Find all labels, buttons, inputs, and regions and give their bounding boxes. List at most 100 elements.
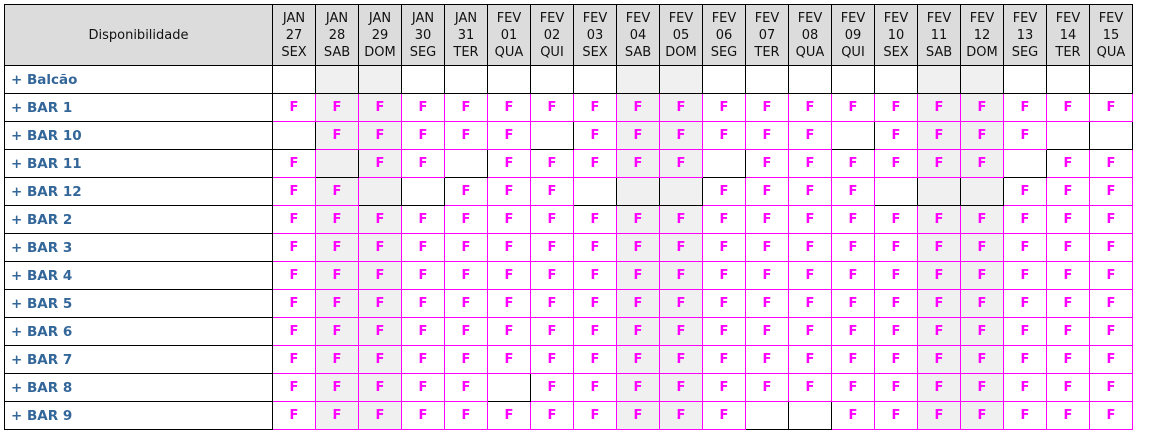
availability-cell[interactable]: [530, 65, 574, 94]
availability-cell[interactable]: F: [659, 149, 703, 178]
availability-cell[interactable]: F: [874, 373, 918, 402]
availability-cell[interactable]: F: [917, 205, 961, 234]
availability-cell[interactable]: F: [1003, 289, 1047, 318]
availability-cell[interactable]: F: [530, 289, 574, 318]
availability-cell[interactable]: F: [444, 317, 488, 346]
availability-cell[interactable]: F: [874, 233, 918, 262]
row-expand-link[interactable]: + BAR 3: [4, 233, 273, 262]
row-expand-link[interactable]: + BAR 12: [4, 177, 273, 206]
availability-cell[interactable]: [831, 65, 875, 94]
availability-cell[interactable]: F: [659, 205, 703, 234]
availability-cell[interactable]: F: [358, 93, 402, 122]
availability-cell[interactable]: F: [616, 121, 660, 150]
availability-cell[interactable]: F: [358, 233, 402, 262]
availability-cell[interactable]: F: [1089, 289, 1133, 318]
availability-cell[interactable]: F: [702, 401, 746, 430]
availability-cell[interactable]: F: [530, 205, 574, 234]
availability-cell[interactable]: F: [745, 373, 789, 402]
availability-cell[interactable]: F: [831, 177, 875, 206]
availability-cell[interactable]: F: [487, 149, 531, 178]
availability-cell[interactable]: F: [573, 317, 617, 346]
availability-cell[interactable]: F: [616, 401, 660, 430]
row-expand-link[interactable]: + BAR 2: [4, 205, 273, 234]
availability-cell[interactable]: F: [358, 317, 402, 346]
availability-cell[interactable]: F: [530, 317, 574, 346]
availability-cell[interactable]: F: [917, 121, 961, 150]
availability-cell[interactable]: [1046, 121, 1090, 150]
availability-cell[interactable]: F: [315, 121, 359, 150]
availability-cell[interactable]: F: [745, 233, 789, 262]
availability-cell[interactable]: F: [272, 401, 316, 430]
availability-cell[interactable]: F: [1003, 345, 1047, 374]
availability-cell[interactable]: [745, 65, 789, 94]
availability-cell[interactable]: F: [659, 373, 703, 402]
row-expand-link[interactable]: + BAR 9: [4, 401, 273, 430]
availability-cell[interactable]: [616, 65, 660, 94]
availability-cell[interactable]: F: [788, 345, 832, 374]
availability-cell[interactable]: F: [831, 205, 875, 234]
availability-cell[interactable]: F: [788, 317, 832, 346]
availability-cell[interactable]: F: [702, 233, 746, 262]
availability-cell[interactable]: F: [1046, 93, 1090, 122]
availability-cell[interactable]: F: [573, 93, 617, 122]
row-expand-link[interactable]: + Balcão: [4, 65, 273, 94]
availability-cell[interactable]: F: [831, 233, 875, 262]
availability-cell[interactable]: F: [874, 261, 918, 290]
availability-cell[interactable]: F: [1046, 401, 1090, 430]
availability-cell[interactable]: F: [315, 401, 359, 430]
availability-cell[interactable]: F: [960, 261, 1004, 290]
availability-cell[interactable]: F: [702, 177, 746, 206]
availability-cell[interactable]: F: [573, 149, 617, 178]
availability-cell[interactable]: F: [444, 233, 488, 262]
availability-cell[interactable]: F: [788, 373, 832, 402]
availability-cell[interactable]: [1003, 65, 1047, 94]
availability-cell[interactable]: [487, 373, 531, 402]
availability-cell[interactable]: F: [874, 401, 918, 430]
availability-cell[interactable]: F: [831, 401, 875, 430]
availability-cell[interactable]: F: [315, 317, 359, 346]
availability-cell[interactable]: F: [401, 317, 445, 346]
availability-cell[interactable]: F: [530, 177, 574, 206]
availability-cell[interactable]: [444, 65, 488, 94]
availability-cell[interactable]: F: [874, 149, 918, 178]
availability-cell[interactable]: F: [1003, 177, 1047, 206]
availability-cell[interactable]: F: [874, 121, 918, 150]
availability-cell[interactable]: F: [1089, 93, 1133, 122]
availability-cell[interactable]: F: [530, 373, 574, 402]
availability-cell[interactable]: F: [315, 233, 359, 262]
availability-cell[interactable]: [1089, 121, 1133, 150]
availability-cell[interactable]: F: [745, 261, 789, 290]
availability-cell[interactable]: F: [960, 93, 1004, 122]
availability-cell[interactable]: F: [401, 205, 445, 234]
availability-cell[interactable]: F: [272, 289, 316, 318]
availability-cell[interactable]: F: [487, 93, 531, 122]
availability-cell[interactable]: F: [788, 121, 832, 150]
row-expand-link[interactable]: + BAR 6: [4, 317, 273, 346]
availability-cell[interactable]: F: [745, 345, 789, 374]
availability-cell[interactable]: [1046, 65, 1090, 94]
availability-cell[interactable]: F: [1003, 401, 1047, 430]
availability-cell[interactable]: [702, 149, 746, 178]
availability-cell[interactable]: [1003, 149, 1047, 178]
availability-cell[interactable]: F: [358, 121, 402, 150]
availability-cell[interactable]: F: [315, 93, 359, 122]
availability-cell[interactable]: F: [272, 317, 316, 346]
availability-cell[interactable]: F: [960, 205, 1004, 234]
availability-cell[interactable]: F: [745, 205, 789, 234]
availability-cell[interactable]: F: [444, 289, 488, 318]
availability-cell[interactable]: F: [1046, 149, 1090, 178]
availability-cell[interactable]: F: [444, 345, 488, 374]
availability-cell[interactable]: F: [1046, 373, 1090, 402]
availability-cell[interactable]: F: [831, 149, 875, 178]
availability-cell[interactable]: F: [917, 149, 961, 178]
availability-cell[interactable]: F: [702, 345, 746, 374]
availability-cell[interactable]: F: [659, 289, 703, 318]
availability-cell[interactable]: [702, 65, 746, 94]
availability-cell[interactable]: F: [616, 289, 660, 318]
availability-cell[interactable]: F: [1003, 93, 1047, 122]
availability-cell[interactable]: [530, 121, 574, 150]
availability-cell[interactable]: F: [444, 401, 488, 430]
availability-cell[interactable]: F: [487, 205, 531, 234]
availability-cell[interactable]: F: [659, 261, 703, 290]
availability-cell[interactable]: [1089, 65, 1133, 94]
